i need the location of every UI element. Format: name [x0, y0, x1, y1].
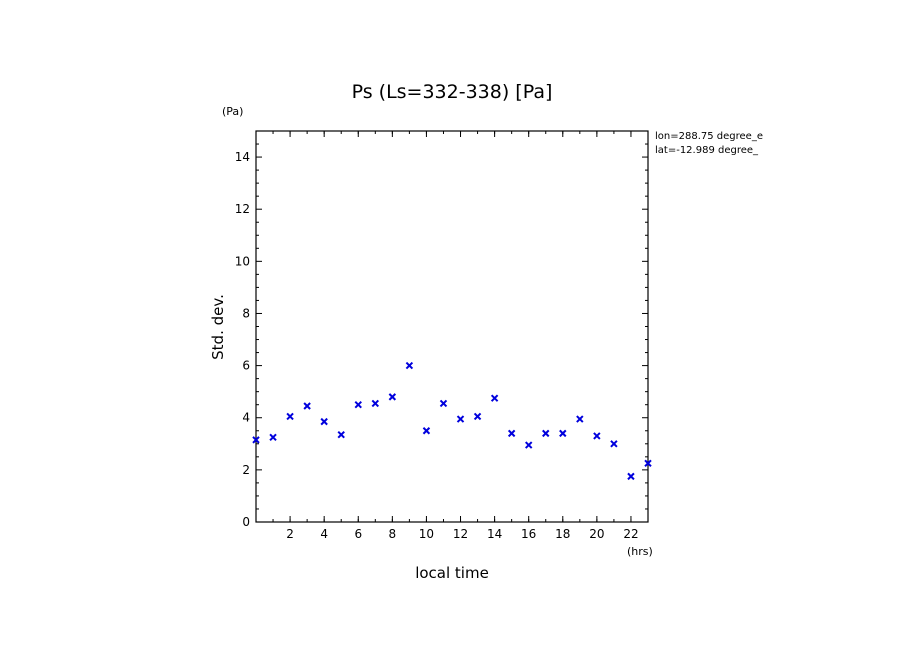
x-tick-label: 2 [286, 527, 294, 541]
data-point [456, 415, 465, 423]
marker-stroke [627, 472, 635, 481]
data-point [593, 432, 601, 440]
data-point [388, 393, 397, 401]
x-tick-label: 22 [623, 527, 638, 541]
marker-stroke [610, 440, 618, 448]
y-axis-label: Std. dev. [209, 294, 227, 360]
marker-stroke [405, 361, 414, 370]
data-point [422, 427, 431, 435]
y-tick-label: 14 [235, 150, 250, 164]
y-tick-label: 8 [242, 306, 250, 320]
marker-stroke [337, 430, 345, 439]
y-tick-label: 0 [242, 515, 250, 529]
y-tick-label: 12 [235, 202, 250, 216]
data-point [576, 415, 584, 423]
y-tick-label: 10 [235, 254, 250, 268]
data-point [644, 459, 652, 468]
data-point [524, 441, 533, 449]
annotation-lat: lat=-12.989 degree_ [655, 145, 759, 156]
x-tick-label: 6 [354, 527, 362, 541]
data-point [473, 412, 482, 421]
data-point [559, 429, 567, 438]
marker-stroke [252, 436, 260, 444]
marker-stroke [593, 432, 601, 440]
marker-stroke [439, 399, 448, 408]
data-point [490, 394, 499, 402]
x-tick-label: 4 [320, 527, 328, 541]
marker-stroke [456, 415, 465, 423]
x-axis-label: local time [415, 564, 489, 582]
y-tick-label: 2 [242, 463, 250, 477]
marker-stroke [542, 429, 550, 438]
data-point [354, 400, 362, 409]
marker-stroke [371, 399, 380, 408]
data-point [252, 436, 260, 444]
data-point [320, 417, 328, 426]
chart-title: Ps (Ls=332-338) [Pa] [352, 81, 553, 103]
data-point [439, 399, 448, 408]
x-tick-label: 12 [453, 527, 468, 541]
data-point [303, 402, 311, 410]
annotation-lon: lon=288.75 degree_e [655, 131, 763, 142]
plot-frame [255, 130, 649, 523]
data-point [286, 412, 294, 421]
marker-stroke [576, 415, 584, 423]
data-point [542, 429, 550, 438]
x-tick-label: 18 [555, 527, 570, 541]
x-tick-label: 16 [521, 527, 536, 541]
x-tick-label: 14 [487, 527, 502, 541]
marker-stroke [473, 412, 482, 421]
x-tick-label: 20 [589, 527, 604, 541]
marker-stroke [303, 402, 311, 410]
y-tick-label: 4 [242, 411, 250, 425]
marker-stroke [354, 400, 362, 409]
marker-stroke [286, 412, 294, 421]
x-tick-label: 8 [389, 527, 397, 541]
y-tick-label: 6 [242, 359, 250, 373]
marker-stroke [269, 433, 277, 441]
data-point [337, 430, 345, 439]
marker-stroke [422, 427, 431, 435]
data-point [371, 399, 380, 408]
data-point [507, 429, 516, 438]
marker-stroke [320, 417, 328, 426]
marker-stroke [559, 429, 567, 438]
data-point [627, 472, 635, 481]
data-point [405, 361, 414, 370]
marker-stroke [507, 429, 516, 438]
data-point [610, 440, 618, 448]
marker-stroke [644, 459, 652, 468]
marker-stroke [388, 393, 397, 401]
x-tick-label: 10 [419, 527, 434, 541]
marker-stroke [524, 441, 533, 449]
marker-stroke [490, 394, 499, 402]
x-unit-label: (hrs) [627, 545, 653, 558]
data-point [269, 433, 277, 441]
y-unit-label: (Pa) [222, 105, 243, 118]
